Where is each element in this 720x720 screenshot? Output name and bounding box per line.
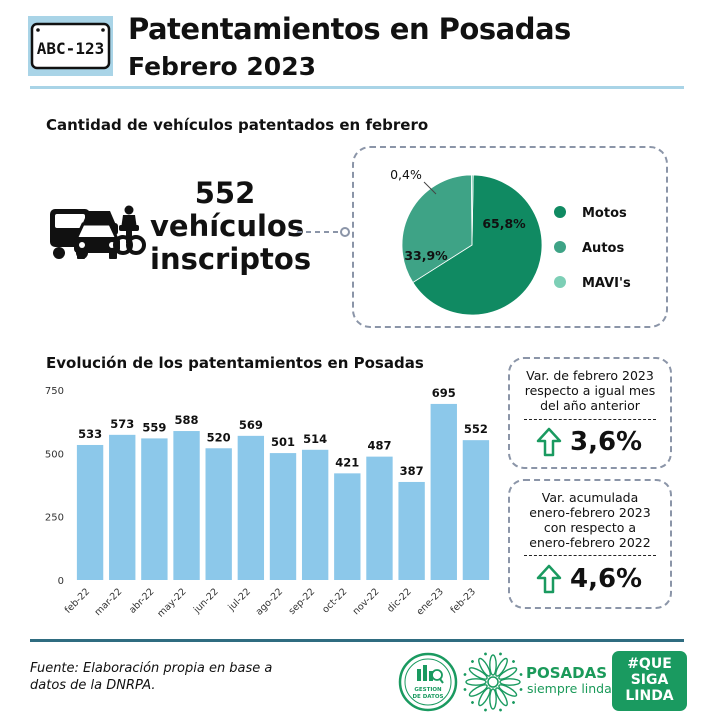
bar-nov-22 xyxy=(366,456,393,580)
x-tick-label: jul-22 xyxy=(226,586,253,613)
legend-marker-mavis xyxy=(554,276,566,288)
variation-cumulative-line-4: enero-febrero 2022 xyxy=(529,535,651,550)
bar-mar-22 xyxy=(109,434,136,580)
variation-box-monthly: Var. de febrero 2023 respecto a igual me… xyxy=(508,357,672,469)
bar-value-label: 501 xyxy=(271,435,295,449)
gestion-de-datos-logo: GESTION DE DATOS xyxy=(398,652,458,712)
gestion-logo-text-1: GESTION xyxy=(414,687,442,693)
posadas-logo-name: POSADAS xyxy=(526,664,608,682)
source-note-line-1: Fuente: Elaboración propia en base a xyxy=(30,661,273,676)
y-tick-label: 500 xyxy=(45,449,64,460)
bar-abr-22 xyxy=(141,438,168,580)
pie-slice-mavis xyxy=(471,174,474,246)
legend-label-motos: Motos xyxy=(582,206,627,221)
vehicle-count-label-1: vehículos xyxy=(150,209,305,243)
x-tick-label: dic-22 xyxy=(385,586,414,615)
variation-monthly-line-2: respecto a igual mes xyxy=(524,383,656,398)
arrow-up-icon xyxy=(536,564,562,594)
variation-cumulative-value: 4,6% xyxy=(570,564,643,594)
posadas-logo-tagline: siempre linda xyxy=(527,681,612,696)
x-tick-label: abr-22 xyxy=(127,586,156,615)
section-title-evolucion: Evolución de los patentamientos en Posad… xyxy=(46,354,424,372)
section-title-febrero: Cantidad de vehículos patentados en febr… xyxy=(46,116,429,134)
page-title: Patentamientos en Posadas xyxy=(128,12,571,46)
variation-monthly-value: 3,6% xyxy=(570,427,643,457)
variation-monthly-line-3: del año anterior xyxy=(540,398,640,413)
legend-label-mavis: MAVI's xyxy=(582,276,631,291)
posadas-flower-icon xyxy=(463,652,523,712)
bar-value-label: 573 xyxy=(110,417,134,431)
bar-value-label: 559 xyxy=(142,420,166,434)
bar-feb-22 xyxy=(76,444,104,580)
pie-leader-line xyxy=(423,181,437,195)
x-tick-label: jun-22 xyxy=(191,586,221,616)
variation-cumulative-separator xyxy=(524,555,656,556)
arrow-up-icon xyxy=(536,427,562,457)
x-tick-label: may-22 xyxy=(155,586,188,619)
x-tick-label: feb-22 xyxy=(63,586,93,616)
bar-value-label: 569 xyxy=(239,418,263,432)
que-siga-linda-badge: #QUE SIGA LINDA xyxy=(612,651,687,711)
variation-monthly-separator xyxy=(524,419,656,420)
bar-value-label: 387 xyxy=(400,464,424,478)
pie-chart: 65,8% 33,9% 0,4% Motos Autos MAVI's xyxy=(390,167,631,316)
bar-jul-22 xyxy=(237,435,265,580)
page-subtitle: Febrero 2023 xyxy=(128,52,316,81)
bar-feb-23 xyxy=(462,440,490,580)
bar-oct-22 xyxy=(334,473,361,580)
bar-value-label: 421 xyxy=(335,455,359,469)
license-plate-icon: ABC-123 xyxy=(28,16,113,76)
y-tick-label: 250 xyxy=(45,513,64,524)
variation-cumulative-line-2: enero-febrero 2023 xyxy=(529,505,651,520)
x-tick-label: feb-23 xyxy=(449,586,479,616)
pie-chart-box: 65,8% 33,9% 0,4% Motos Autos MAVI's xyxy=(352,146,668,328)
bar-chart: 750 500 250 0 533 573 559 588 520 569 501 514 421 48… xyxy=(45,386,490,620)
gestion-logo-text-2: DE DATOS xyxy=(412,694,443,700)
x-tick-label: oct-22 xyxy=(320,586,349,615)
bar-ene-23 xyxy=(430,403,457,580)
plate-text: ABC-123 xyxy=(37,39,104,58)
x-tick-label: ago-22 xyxy=(254,586,285,617)
qsl-line-1: #QUE xyxy=(627,656,672,672)
bar-dic-22 xyxy=(398,481,425,580)
pie-label-motos: 65,8% xyxy=(482,216,526,231)
bar-may-22 xyxy=(173,431,200,580)
x-tick-label: nov-22 xyxy=(351,586,382,617)
x-tick-label: ene-23 xyxy=(415,586,446,617)
pie-slice-autos xyxy=(401,174,473,284)
bar-jun-22 xyxy=(205,448,232,580)
variation-box-cumulative: Var. acumulada enero-febrero 2023 con re… xyxy=(508,479,672,609)
legend-marker-autos xyxy=(554,241,566,253)
y-tick-label: 0 xyxy=(58,576,64,587)
variation-monthly-line-1: Var. de febrero 2023 xyxy=(526,368,654,383)
bar-value-label: 695 xyxy=(432,386,456,400)
connector-line xyxy=(297,227,350,237)
bar-sep-22 xyxy=(301,449,329,580)
footer-divider xyxy=(30,639,684,642)
variation-cumulative-line-3: con respecto a xyxy=(543,520,637,535)
y-tick-label: 750 xyxy=(45,386,64,397)
bar-value-label: 552 xyxy=(464,422,488,436)
x-tick-label: mar-22 xyxy=(93,586,125,618)
pie-label-autos: 33,9% xyxy=(404,248,448,263)
bar-value-label: 520 xyxy=(207,430,231,444)
vehicle-count-label-2: inscriptos xyxy=(150,242,312,276)
vehicle-count: 552 xyxy=(194,176,256,210)
variation-cumulative-line-1: Var. acumulada xyxy=(541,490,639,505)
bar-value-label: 533 xyxy=(78,427,102,441)
x-tick-label: sep-22 xyxy=(287,586,318,617)
bar-value-label: 588 xyxy=(175,413,199,427)
header-divider xyxy=(30,86,684,89)
pie-label-mavis: 0,4% xyxy=(390,167,422,182)
bar-value-label: 487 xyxy=(367,439,391,453)
qsl-line-3: LINDA xyxy=(625,688,674,704)
vehicles-icon xyxy=(50,205,146,259)
source-note-line-2: datos de la DNRPA. xyxy=(30,678,156,693)
legend-label-autos: Autos xyxy=(582,241,624,256)
qsl-line-2: SIGA xyxy=(630,672,669,688)
bar-ago-22 xyxy=(269,453,297,580)
pie-slice-motos xyxy=(412,174,543,316)
legend-marker-motos xyxy=(554,206,566,218)
bar-value-label: 514 xyxy=(303,432,327,446)
